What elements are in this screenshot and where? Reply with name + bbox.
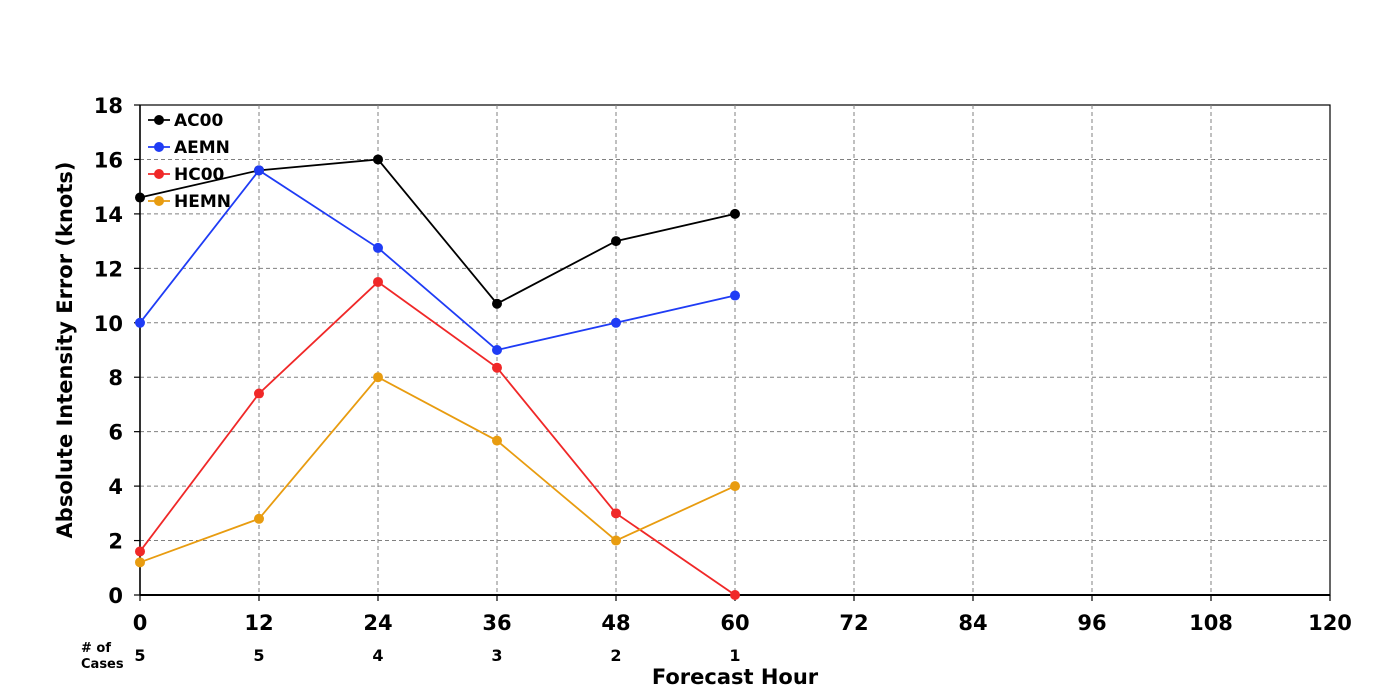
data-point-ac00: [611, 236, 621, 247]
y-tick-label: 8: [108, 366, 123, 390]
data-point-aemn: [254, 165, 264, 176]
legend-marker-hc00: [154, 169, 164, 179]
x-axis-title: Forecast Hour: [652, 665, 819, 689]
cases-header-line2: Cases: [81, 657, 124, 672]
y-tick-label: 6: [108, 421, 123, 445]
data-point-aemn: [730, 290, 740, 301]
data-point-ac00: [135, 192, 145, 203]
y-axis-title: Absolute Intensity Error (knots): [53, 162, 77, 539]
legend-marker-hemn: [154, 196, 164, 206]
y-tick-label: 12: [94, 257, 123, 281]
case-count: 4: [372, 646, 383, 665]
x-tick-label: 120: [1308, 611, 1352, 635]
x-tick-label: 48: [601, 611, 630, 635]
data-point-hemn: [611, 535, 621, 546]
data-point-hc00: [254, 388, 264, 399]
x-tick-label: 60: [720, 611, 749, 635]
data-point-hemn: [135, 557, 145, 568]
x-tick-label: 108: [1189, 611, 1233, 635]
x-tick-label: 12: [244, 611, 273, 635]
y-tick-label: 16: [94, 148, 123, 172]
data-point-ac00: [373, 154, 383, 165]
data-point-hemn: [492, 435, 502, 446]
case-count: 2: [610, 646, 621, 665]
y-tick-label: 18: [94, 94, 123, 118]
x-tick-label: 24: [363, 611, 392, 635]
data-point-hc00: [730, 590, 740, 600]
y-tick-labels: 0 2 4 6 8 10 12 14 16 18: [94, 94, 140, 608]
case-counts: 5 5 4 3 2 1: [134, 646, 740, 665]
legend-label-hc00: HC00: [174, 165, 225, 185]
data-point-aemn: [611, 317, 621, 328]
x-tick-label: 36: [482, 611, 511, 635]
data-point-hc00: [373, 276, 383, 287]
grid-lines: [140, 105, 1330, 595]
series-lines: [135, 154, 740, 600]
x-tick-label: 84: [958, 611, 987, 635]
data-point-aemn: [492, 345, 502, 355]
series-line-hemn: [139, 376, 736, 564]
legend-label-aemn: AEMN: [174, 138, 230, 158]
data-point-hc00: [611, 508, 621, 519]
series-line-ac00: [139, 158, 736, 305]
case-count: 3: [491, 646, 502, 665]
y-tick-label: 10: [94, 312, 123, 336]
data-point-ac00: [730, 208, 740, 219]
y-tick-label: 14: [94, 203, 123, 227]
legend-marker-ac00: [154, 115, 164, 125]
x-tick-labels: 0 12 24 36 48 60 72 84 96 108 120: [133, 595, 1352, 635]
data-point-aemn: [373, 242, 383, 253]
legend: AC00 AEMN HC00 HEMN: [148, 111, 231, 212]
legend-marker-aemn: [154, 142, 164, 152]
data-point-hemn: [254, 513, 264, 524]
series-line-hc00: [139, 280, 736, 596]
legend-label-ac00: AC00: [174, 111, 223, 131]
data-point-ac00: [492, 298, 502, 309]
data-point-hc00: [135, 546, 145, 557]
series-line-aemn: [139, 169, 736, 351]
data-point-hemn: [730, 481, 740, 492]
data-point-hc00: [492, 362, 502, 373]
x-tick-label: 0: [133, 611, 148, 635]
data-point-hemn: [373, 372, 383, 383]
case-count: 5: [134, 646, 145, 665]
cases-header-line1: # of: [81, 641, 111, 656]
y-tick-label: 2: [108, 530, 123, 554]
x-tick-label: 96: [1077, 611, 1106, 635]
x-tick-label: 72: [839, 611, 868, 635]
y-tick-label: 0: [108, 584, 123, 608]
case-count: 1: [729, 646, 740, 665]
case-count: 5: [253, 646, 264, 665]
data-point-aemn: [135, 317, 145, 328]
legend-label-hemn: HEMN: [174, 192, 231, 212]
y-tick-label: 4: [108, 475, 123, 499]
